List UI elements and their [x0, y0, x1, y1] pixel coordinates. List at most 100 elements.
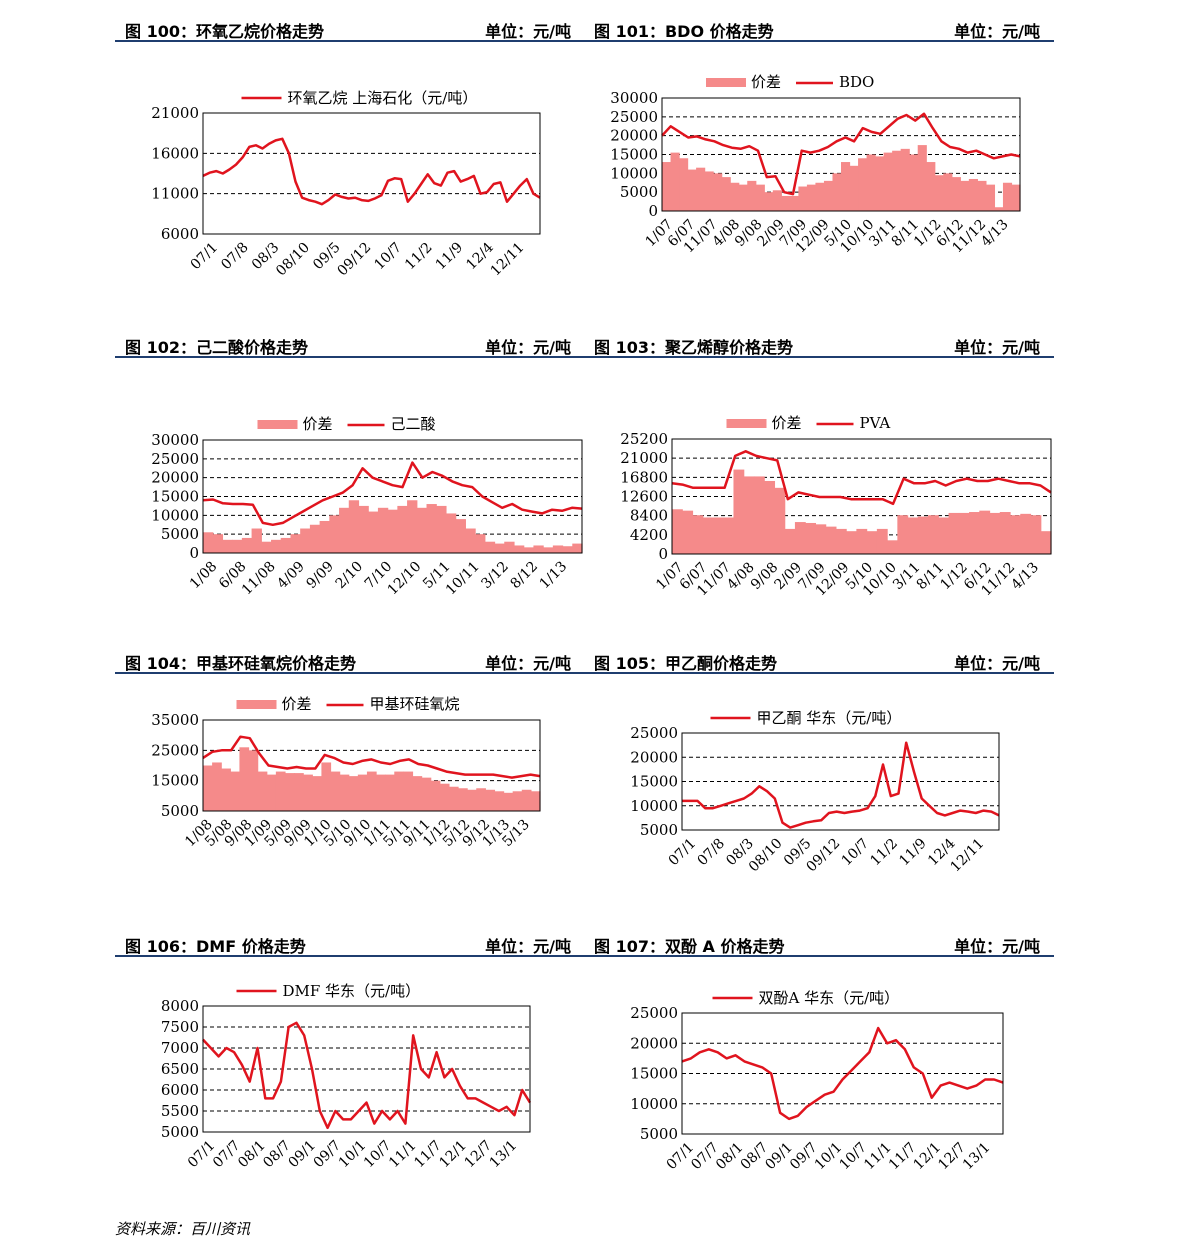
- bar-mark: [241, 537, 253, 553]
- bar-mark: [448, 786, 459, 811]
- bar-mark: [823, 180, 834, 211]
- bar-mark: [455, 519, 466, 553]
- x-tick-label: 10/7: [371, 240, 405, 274]
- bar-mark: [358, 505, 369, 553]
- unit-label: 单位：元/吨: [954, 338, 1040, 357]
- bar-mark: [366, 771, 377, 811]
- chart-svg: 252002100016800126008400420001/076/0711/…: [620, 414, 1052, 599]
- bar-mark: [951, 177, 961, 211]
- x-tick-label: 11/9: [433, 240, 467, 274]
- bar-mark: [805, 522, 817, 554]
- y-tick-label: 35000: [151, 711, 199, 729]
- x-tick-label: 10/7: [836, 1140, 870, 1174]
- legend: 价差 己二酸: [257, 415, 436, 433]
- y-tick-label: 7000: [161, 1039, 199, 1057]
- plot-frame: [671, 438, 1052, 555]
- bar-mark: [416, 507, 428, 553]
- chart-title: 聚乙烯醇价格走势: [664, 338, 793, 357]
- bar-mark: [403, 771, 414, 811]
- bar-mark: [784, 528, 796, 554]
- plot-frame: [681, 732, 1000, 831]
- y-tick-label: 11000: [151, 185, 199, 203]
- bar-mark: [774, 487, 786, 554]
- bar-mark: [841, 162, 851, 211]
- bar-mark: [887, 540, 898, 554]
- figure-number: 图 103：: [594, 338, 665, 357]
- bar-mark: [407, 500, 418, 553]
- bar-mark: [747, 180, 757, 211]
- figure-number: 图 106：: [125, 937, 196, 956]
- legend: 价差 PVA: [726, 414, 890, 432]
- bar-mark: [271, 539, 282, 553]
- x-tick-label: 07/7: [688, 1140, 722, 1174]
- bar-mark: [875, 156, 885, 211]
- legend-line-label: 甲乙酮 华东（元/吨）: [757, 709, 902, 727]
- x-tick-label: 09/7: [787, 1140, 821, 1174]
- legend-line-label: 甲基环硅氧烷: [370, 695, 460, 713]
- unit-label: 单位：元/吨: [954, 937, 1040, 956]
- y-tick-label: 7500: [161, 1018, 199, 1036]
- y-tick-label: 5000: [640, 1125, 678, 1143]
- bar-mark: [670, 152, 680, 211]
- legend: 价差 BDO: [706, 73, 874, 91]
- bar-mark: [376, 774, 386, 811]
- y-tick-label: 0: [189, 544, 199, 562]
- x-tick-label: 08/1: [713, 1140, 747, 1174]
- bar-mark: [702, 517, 714, 554]
- x-tick-label: 09/1: [762, 1140, 796, 1174]
- bar-mark: [704, 171, 714, 211]
- bar-mark: [979, 510, 991, 554]
- bar-mark: [512, 791, 523, 811]
- bar-mark: [329, 515, 340, 553]
- plot-frame: [202, 1005, 531, 1133]
- y-tick-label: 8400: [630, 507, 668, 525]
- bar-mark: [230, 771, 241, 811]
- y-tick-label: 5000: [161, 802, 199, 820]
- chart-svg: 210001600011000600007/107/808/308/1009/5…: [151, 89, 541, 280]
- y-tick-label: 20000: [151, 469, 199, 487]
- bar-mark: [943, 173, 953, 211]
- chart-title: 甲乙酮价格走势: [664, 654, 777, 673]
- x-tick-label: 12/7: [462, 1138, 496, 1172]
- legend: 双酚A 华东（元/吨）: [712, 989, 899, 1007]
- x-tick-label: 08/10: [273, 240, 313, 280]
- bar-mark: [806, 184, 817, 211]
- bar-mark: [521, 789, 532, 811]
- x-tick-label: 07/1: [666, 836, 700, 870]
- x-tick-label: 1/13: [537, 559, 571, 593]
- panel-header: 图 103：聚乙烯醇价格走势 单位：元/吨: [584, 332, 1054, 358]
- plot-frame: [661, 97, 1021, 212]
- series-line: [681, 1026, 1004, 1121]
- unit-label: 单位：元/吨: [954, 654, 1040, 673]
- series-line: [661, 112, 1021, 196]
- bar-mark: [798, 186, 808, 211]
- chart-title: 己二酸价格走势: [195, 338, 308, 357]
- y-tick-label: 10000: [630, 797, 678, 815]
- bar-mark: [485, 789, 496, 811]
- plot-frame: [681, 1012, 1004, 1135]
- bar-mark: [832, 173, 842, 211]
- y-tick-label: 15000: [630, 1065, 678, 1083]
- x-tick-label: 12/1: [436, 1138, 470, 1172]
- y-tick-label: 30000: [610, 89, 658, 107]
- bar-mark: [203, 532, 214, 553]
- x-tick-label: 07/1: [185, 1138, 219, 1172]
- legend-bar-swatch: [236, 700, 277, 709]
- bar-mark: [723, 517, 735, 554]
- legend-line-label: 环氧乙烷 上海石化（元/吨）: [288, 89, 478, 107]
- legend-bar-swatch: [257, 420, 298, 429]
- unit-label: 单位：元/吨: [485, 22, 571, 41]
- x-tick-label: 09/1: [285, 1138, 319, 1172]
- bar-mark: [721, 177, 731, 211]
- unit-label: 单位：元/吨: [485, 937, 571, 956]
- x-tick-label: 07/1: [664, 1140, 698, 1174]
- x-tick-label: 11/7: [411, 1138, 445, 1172]
- x-tick-label: 08/7: [260, 1138, 294, 1172]
- bar-mark: [475, 534, 486, 553]
- bar-mark: [876, 528, 888, 554]
- chart-panel-104: 图 104：甲基环硅氧烷价格走势 单位：元/吨 35000 25000 15000 5…: [115, 648, 585, 948]
- bar-mark: [543, 547, 554, 553]
- bar-mark: [789, 195, 799, 211]
- y-tick-label: 10000: [151, 506, 199, 524]
- source-name: 百川资讯: [190, 1220, 251, 1238]
